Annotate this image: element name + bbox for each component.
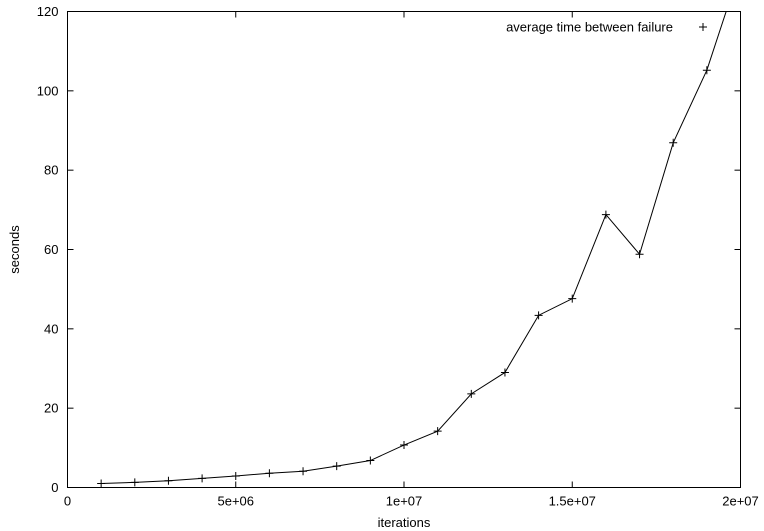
x-tick-label: 5e+06	[217, 494, 254, 509]
legend-marker-plus	[699, 23, 707, 31]
axis-ticks	[67, 11, 741, 488]
series-group	[97, 11, 727, 488]
data-point-marker	[97, 479, 106, 488]
data-point-marker	[265, 469, 274, 478]
y-tick-label: 20	[44, 401, 58, 416]
x-tick-label: 2e+07	[722, 494, 759, 509]
data-point-marker	[130, 478, 139, 487]
legend-label: average time between failure	[506, 20, 673, 35]
data-point-marker	[433, 427, 442, 436]
legend-marker-shape	[699, 23, 707, 31]
y-tick-label: 100	[37, 83, 59, 98]
data-point-marker	[500, 368, 509, 377]
legend: average time between failure	[506, 20, 707, 35]
y-axis-label: seconds	[7, 225, 22, 274]
data-point-marker	[635, 250, 644, 259]
y-tick-label: 40	[44, 321, 58, 336]
plot-area	[67, 11, 741, 488]
series-line	[101, 11, 727, 485]
x-tick-label: 0	[64, 494, 71, 509]
y-tick-label: 0	[51, 480, 58, 495]
data-point-marker	[702, 66, 711, 75]
x-tick-label: 1e+07	[386, 494, 423, 509]
data-point-marker	[601, 210, 610, 219]
data-point-marker	[198, 474, 207, 483]
data-point-marker	[568, 294, 577, 303]
data-point-marker	[400, 441, 408, 450]
data-point-marker	[164, 476, 173, 485]
y-tick-label: 60	[44, 242, 58, 257]
data-point-marker	[534, 311, 543, 320]
data-point-marker	[669, 138, 678, 147]
x-tick-label: 1.5e+07	[549, 494, 596, 509]
y-tick-label: 120	[37, 4, 59, 19]
data-point-marker	[332, 462, 341, 471]
y-tick-label: 80	[44, 163, 58, 178]
x-axis-label: iterations	[378, 515, 431, 530]
data-point-marker	[231, 471, 240, 480]
data-point-marker	[467, 389, 476, 398]
axis-tick-labels: 0 5e+06 1e+07 1.5e+07 2e+07 0 20 40 60 80 100 120	[37, 4, 759, 509]
data-point-marker	[366, 456, 375, 465]
data-point-marker	[299, 467, 308, 476]
